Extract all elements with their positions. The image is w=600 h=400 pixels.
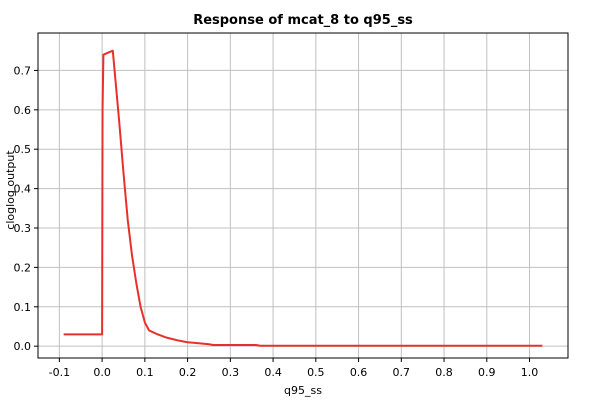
plot (63, 49, 543, 347)
y-tick-label: 0.7 (14, 64, 32, 77)
x-tick-label: 0.3 (222, 366, 240, 379)
x-tick-label: 0.9 (478, 366, 496, 379)
plot-frame (37, 32, 569, 359)
y-tick-label: 0.2 (14, 261, 32, 274)
chart-title: Response of mcat_8 to q95_ss (193, 13, 413, 28)
x-tick-label: 0.2 (179, 366, 197, 379)
x-tick-label: 0.7 (393, 366, 411, 379)
line (63, 49, 543, 347)
x-tick-label: 0.0 (93, 366, 111, 379)
x-axis-label: q95_ss (284, 384, 322, 397)
y-tick-label: 0.1 (14, 301, 32, 314)
x-tick-label: 0.5 (307, 366, 325, 379)
x-tick-label: 1.0 (521, 366, 539, 379)
y-tick-label: 0.3 (14, 222, 32, 235)
x-tick-label: 0.1 (136, 366, 154, 379)
grid (38, 33, 568, 358)
y-axis-label: cloglog output (4, 150, 17, 230)
x-tick-label: 0.4 (264, 366, 282, 379)
y-tick-label: 0.5 (14, 143, 32, 156)
x-tick-label: 0.6 (350, 366, 368, 379)
x-tick-label: -0.1 (49, 366, 70, 379)
y-tick-label: 0.0 (14, 340, 32, 353)
y-tick-label: 0.6 (14, 104, 32, 117)
y-tick-label: 0.4 (14, 183, 32, 196)
x-tick-label: 0.8 (435, 366, 453, 379)
